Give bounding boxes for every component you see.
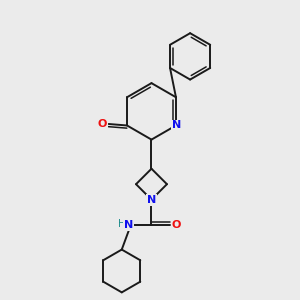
Text: H: H (118, 219, 125, 229)
Text: O: O (98, 119, 107, 129)
Text: N: N (124, 220, 133, 230)
Text: N: N (147, 195, 156, 205)
Text: O: O (172, 220, 181, 230)
Text: N: N (172, 121, 181, 130)
